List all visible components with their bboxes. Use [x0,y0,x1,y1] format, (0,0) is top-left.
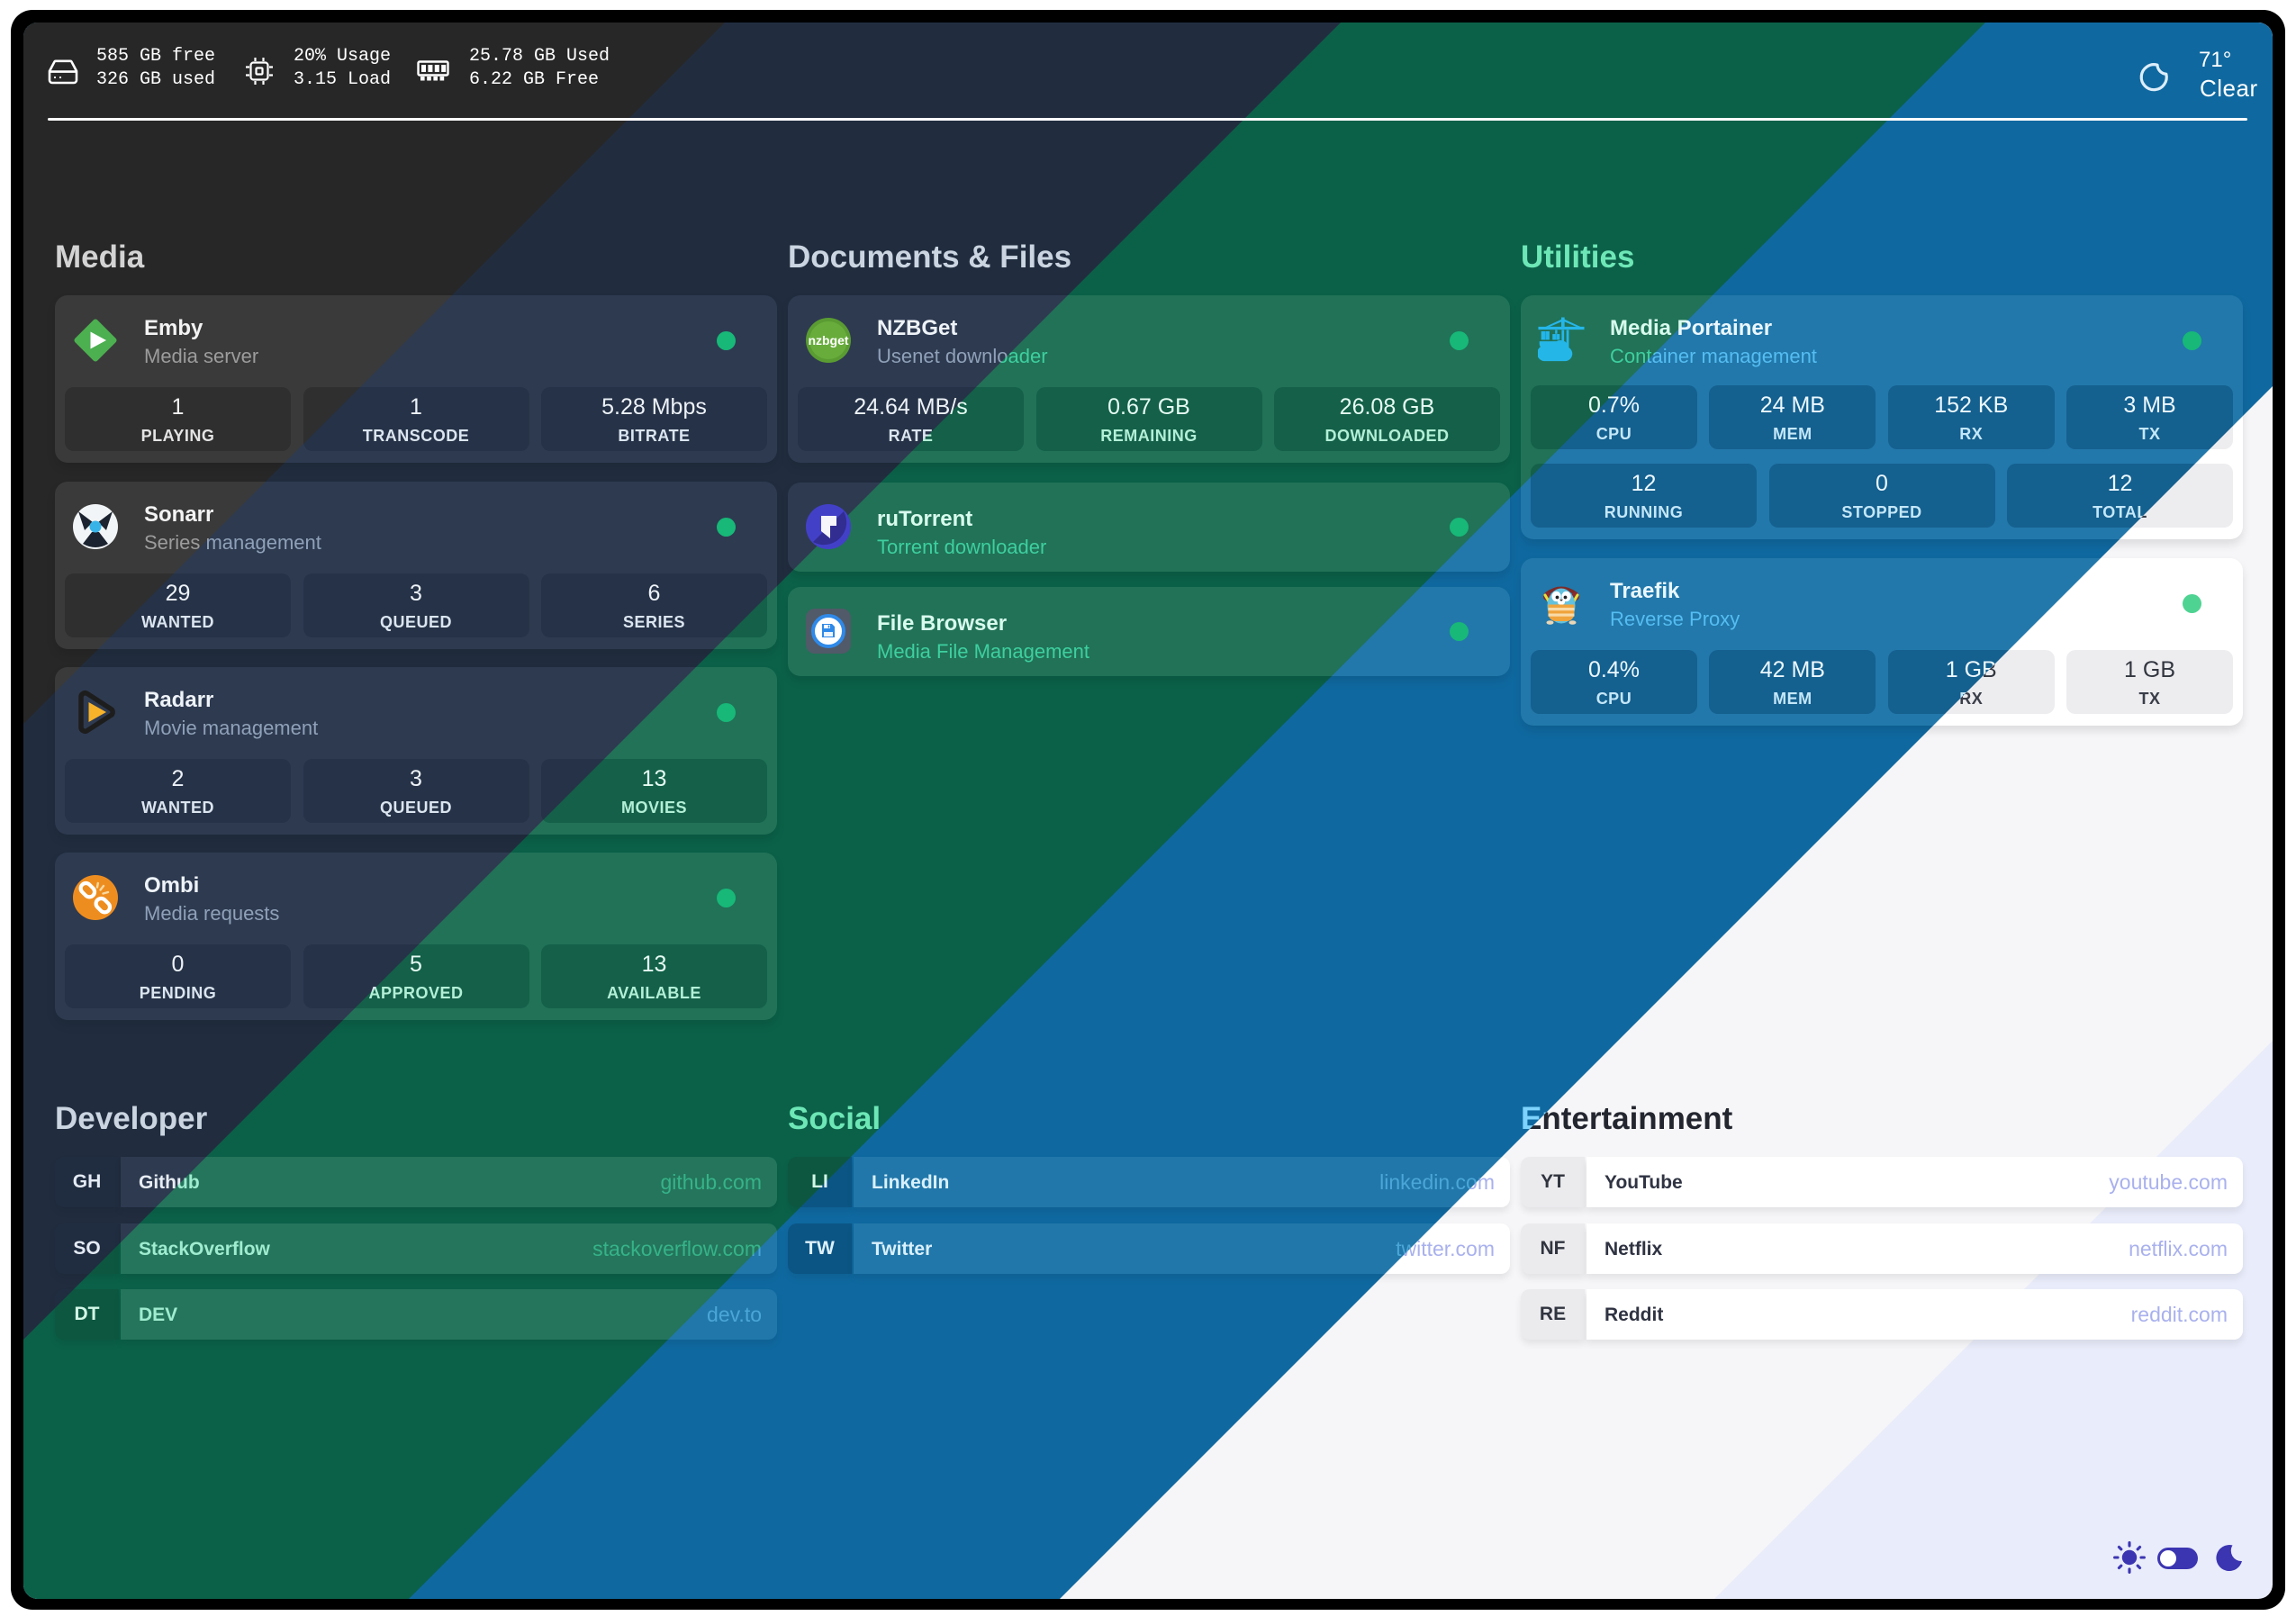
svg-text:nzbget: nzbget [808,333,848,348]
